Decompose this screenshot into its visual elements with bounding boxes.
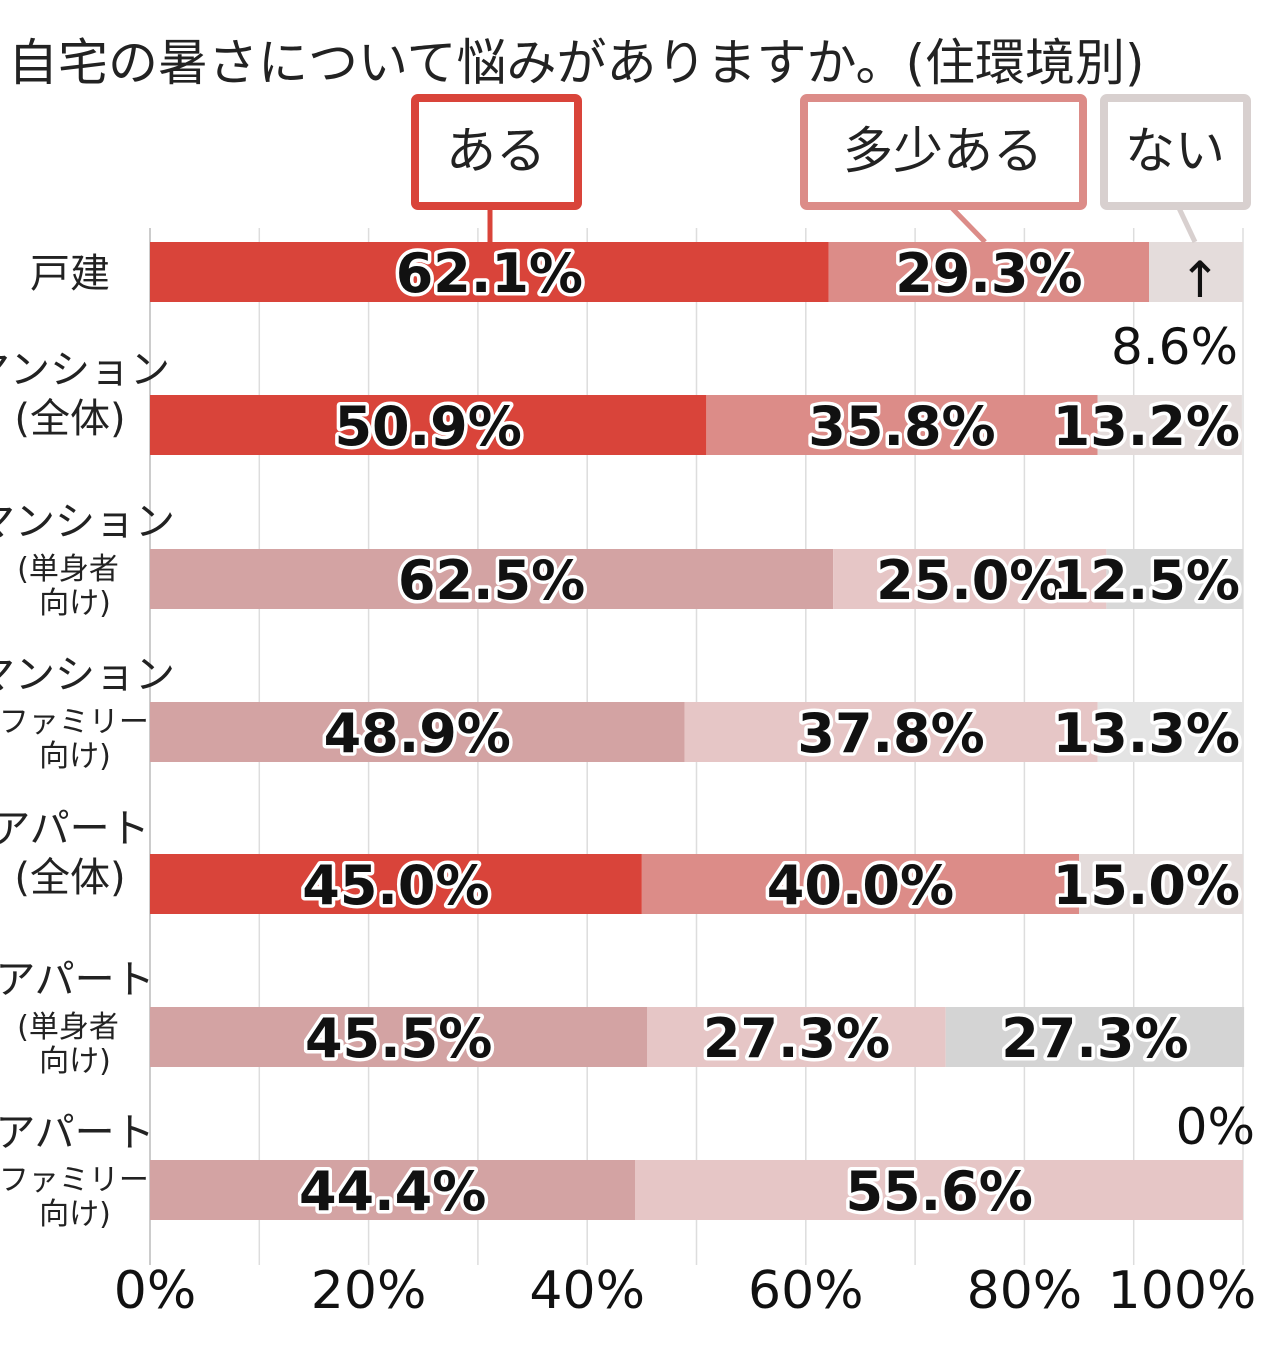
value-label: 25.0% [876, 549, 1063, 612]
x-tick-label: 100% [1108, 1261, 1257, 1321]
category-label: (全体) [14, 396, 125, 442]
value-label: 12.5% [1053, 549, 1240, 612]
value-label: 13.2% [1053, 395, 1240, 458]
bar-segment [150, 1007, 648, 1067]
bar-segment [635, 1160, 1243, 1220]
x-tick-label: 60% [748, 1261, 864, 1321]
legend-label: 多少ある [843, 122, 1043, 180]
category-label: アパート [0, 1110, 155, 1156]
value-label: 8.6% [1111, 318, 1238, 376]
category-label: (単身者 [17, 1010, 119, 1045]
annotation-arrow: ↑ [1179, 251, 1221, 309]
category-label: (単身者 [17, 552, 119, 587]
legend-label: ある [446, 122, 546, 180]
value-label: 45.0% [302, 854, 489, 917]
value-label: 27.3% [703, 1007, 890, 1070]
value-label: 62.5% [398, 549, 585, 612]
value-label: 13.3% [1053, 702, 1240, 765]
category-label: アパート [0, 806, 150, 852]
chart-title: 自宅の暑さについて悩みがありますか。(住環境別) [8, 34, 1145, 92]
value-label: 62.1% [396, 242, 583, 305]
bar-segment [150, 702, 685, 762]
bar-segment [1106, 549, 1243, 609]
value-label: 50.9% [334, 395, 521, 458]
x-axis-ticks: 0% 20% 40% 60% 80% 100% [114, 1261, 1257, 1321]
category-label: マンション [0, 652, 175, 698]
bar-segment [1097, 395, 1242, 455]
x-tick-label: 40% [529, 1261, 645, 1321]
bar-segment [833, 549, 1107, 609]
value-label: 15.0% [1053, 854, 1240, 917]
legend-box [411, 94, 582, 210]
value-label: 44.4% [299, 1160, 486, 1223]
value-label: 37.8% [797, 702, 984, 765]
legend-pointer [1175, 204, 1198, 244]
category-label: 向け) [39, 1197, 111, 1232]
value-label: 29.3% [895, 242, 1082, 305]
category-label: (ファミリー [0, 1163, 149, 1198]
legend-box [800, 94, 1087, 210]
category-label: 向け) [39, 739, 111, 774]
legend-box [1100, 94, 1251, 210]
value-label: 40.0% [767, 854, 954, 917]
bar-segment [1079, 854, 1243, 914]
category-label: 向け) [39, 586, 111, 621]
category-label: (ファミリー [0, 705, 149, 740]
bar-segment [150, 242, 829, 302]
bar-segment [150, 854, 642, 914]
bar-segment [706, 395, 1098, 455]
x-tick-label: 20% [311, 1261, 427, 1321]
value-label: 55.6% [845, 1160, 1032, 1223]
legend: ある 多少ある ない [411, 94, 1251, 244]
bar-segment [150, 549, 834, 609]
category-label: マンション [0, 347, 170, 393]
category-label: アパート [0, 957, 155, 1003]
bar-segment [647, 1007, 946, 1067]
y-axis-labels: 戸建マンション(全体)マンション(単身者向け)マンション(ファミリー向け)アパー… [0, 251, 175, 1232]
value-label: 0% [1176, 1098, 1255, 1156]
category-label: (全体) [14, 855, 125, 901]
bar-segment [150, 395, 707, 455]
value-label: 45.5% [305, 1007, 492, 1070]
x-tick-label: 0% [114, 1261, 197, 1321]
bars: 62.1% 29.3% ↑ 8.6% 50.9% 35.8% 13.2% 62.5% 25.0%… [150, 239, 1255, 1227]
bar-segment [1149, 242, 1243, 302]
bar-segment [150, 1160, 636, 1220]
bar-segment [828, 242, 1150, 302]
category-label: 戸建 [30, 251, 110, 297]
x-tick-label: 80% [967, 1261, 1083, 1321]
category-label: マンション [0, 499, 175, 545]
bar-segment [641, 854, 1080, 914]
bar-segment [684, 702, 1098, 762]
value-label: 27.3% [1001, 1007, 1188, 1070]
bar-segment [945, 1007, 1245, 1067]
bar-segment [1097, 702, 1243, 762]
value-label: 35.8% [808, 395, 995, 458]
category-label: 向け) [39, 1044, 111, 1079]
legend-label: ない [1125, 122, 1225, 180]
value-label: 48.9% [324, 702, 511, 765]
legend-pointer [948, 204, 987, 244]
